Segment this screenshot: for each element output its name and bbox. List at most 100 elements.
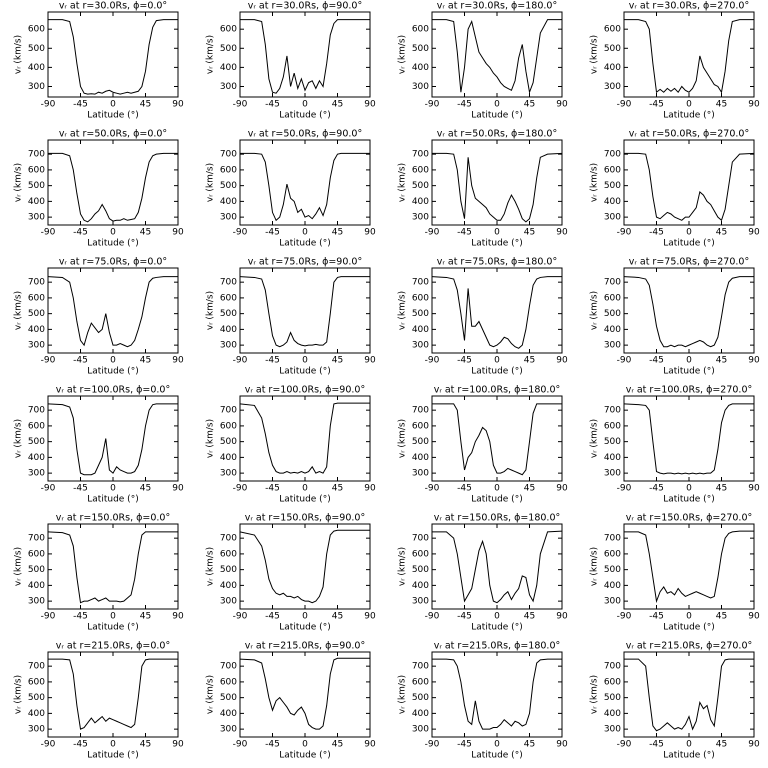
y-tick-label: 300: [604, 82, 621, 92]
y-tick-label: 500: [412, 181, 429, 191]
x-tick-label: 90: [556, 100, 568, 110]
plot-frame: [431, 11, 563, 98]
x-tick-label: 90: [556, 484, 568, 494]
panel-title: vᵣ at r=30.0Rs, ϕ=180.0°: [437, 1, 557, 12]
y-axis-label: vᵣ (km/s): [398, 163, 408, 202]
y-tick-label: 600: [220, 25, 237, 35]
data-line: [432, 152, 563, 223]
y-tick-label: 500: [604, 693, 621, 703]
panel: vᵣ at r=50.0Rs, ϕ=0.0° -90 -45 0 45 90 300 400 5…: [14, 129, 184, 249]
y-tick-label: 700: [28, 662, 45, 672]
x-axis-label: Latitude (°): [279, 111, 330, 121]
panel-title: vᵣ at r=150.0Rs, ϕ=180.0°: [434, 513, 561, 524]
x-tick-label: 90: [364, 228, 376, 238]
panel-title: vᵣ at r=150.0Rs, ϕ=270.0°: [626, 513, 753, 524]
x-tick-label: 90: [364, 612, 376, 622]
data-line: [432, 19, 562, 95]
plot-frame: [431, 395, 563, 482]
x-tick-label: 45: [140, 100, 151, 110]
panel: vᵣ at r=50.0Rs, ϕ=90.0° -90 -45 0 45 90 300 400…: [206, 129, 376, 249]
x-tick-label: -45: [73, 100, 88, 110]
y-tick-label: 600: [28, 25, 45, 35]
x-axis-label: Latitude (°): [87, 495, 138, 505]
panel-title: vᵣ at r=100.0Rs, ϕ=90.0°: [245, 385, 365, 396]
x-tick-label: -45: [73, 484, 88, 494]
data-line: [432, 658, 562, 730]
y-tick-label: 300: [220, 213, 237, 223]
x-tick-label: 90: [748, 100, 760, 110]
y-tick-label: 600: [604, 421, 621, 431]
x-tick-label: 0: [494, 228, 500, 238]
y-tick-label: 500: [412, 437, 429, 447]
x-tick-label: 90: [172, 228, 184, 238]
y-axis-label: vᵣ (km/s): [590, 163, 600, 202]
x-tick-label: -90: [425, 740, 440, 750]
panel: vᵣ at r=75.0Rs, ϕ=270.0° -90 -45 0 45 90 300 40…: [590, 257, 760, 377]
panel-title: vᵣ at r=75.0Rs, ϕ=270.0°: [629, 257, 749, 268]
x-tick-label: 45: [524, 100, 535, 110]
y-axis-label: vᵣ (km/s): [206, 163, 216, 202]
data-line: [239, 276, 370, 348]
y-tick-label: 400: [604, 325, 621, 335]
x-tick-label: 0: [110, 740, 116, 750]
panel: vᵣ at r=100.0Rs, ϕ=270.0° -90 -45 0 45 90 300 4…: [590, 385, 760, 505]
plot-frame: [431, 139, 563, 226]
panel-title: vᵣ at r=30.0Rs, ϕ=0.0°: [59, 1, 167, 12]
panel-title: vᵣ at r=100.0Rs, ϕ=0.0°: [56, 385, 170, 396]
plot-frame: [47, 395, 179, 482]
panel-title: vᵣ at r=50.0Rs, ϕ=180.0°: [437, 129, 557, 140]
x-tick-label: -90: [41, 356, 56, 366]
y-tick-label: 300: [28, 213, 45, 223]
y-tick-label: 600: [220, 421, 237, 431]
x-tick-label: 0: [686, 356, 692, 366]
x-tick-label: -90: [617, 740, 632, 750]
y-axis-label: vᵣ (km/s): [14, 35, 24, 74]
y-tick-label: 700: [220, 406, 237, 416]
y-tick-label: 700: [28, 406, 45, 416]
x-tick-label: 90: [748, 740, 760, 750]
y-tick-label: 300: [412, 341, 429, 351]
x-tick-label: -45: [265, 228, 280, 238]
x-tick-label: 0: [302, 228, 308, 238]
data-line: [240, 152, 370, 222]
y-tick-label: 600: [604, 293, 621, 303]
x-axis-label: Latitude (°): [279, 495, 330, 505]
x-tick-label: 0: [110, 100, 116, 110]
x-tick-label: 45: [716, 612, 727, 622]
y-tick-label: 300: [604, 341, 621, 351]
y-tick-label: 400: [412, 197, 429, 207]
y-tick-label: 400: [412, 581, 429, 591]
x-tick-label: -45: [457, 228, 472, 238]
panel: vᵣ at r=30.0Rs, ϕ=90.0° -90 -45 0 45 90 300 400…: [206, 1, 376, 121]
data-line: [624, 530, 754, 604]
y-tick-label: 700: [28, 278, 45, 288]
y-axis-label: vᵣ (km/s): [206, 547, 216, 586]
x-tick-label: 0: [686, 484, 692, 494]
panel-title: vᵣ at r=50.0Rs, ϕ=270.0°: [629, 129, 749, 140]
y-axis-label: vᵣ (km/s): [590, 291, 600, 330]
x-tick-label: 45: [332, 356, 343, 366]
x-tick-label: 90: [364, 356, 376, 366]
y-tick-label: 300: [28, 82, 45, 92]
plot-frame: [623, 651, 755, 738]
x-tick-label: 0: [110, 356, 116, 366]
panel-title: vᵣ at r=30.0Rs, ϕ=90.0°: [248, 1, 362, 12]
x-tick-label: 0: [686, 228, 692, 238]
data-line: [47, 531, 178, 604]
panel-title: vᵣ at r=150.0Rs, ϕ=90.0°: [245, 513, 365, 524]
y-tick-label: 400: [412, 709, 429, 719]
x-tick-label: 45: [524, 612, 535, 622]
x-tick-label: 0: [494, 356, 500, 366]
y-axis-label: vᵣ (km/s): [398, 291, 408, 330]
x-tick-label: 45: [332, 228, 343, 238]
data-line: [48, 658, 178, 730]
y-tick-label: 400: [28, 453, 45, 463]
y-tick-label: 600: [412, 549, 429, 559]
y-tick-label: 500: [28, 309, 45, 319]
y-tick-label: 500: [412, 693, 429, 703]
y-tick-label: 300: [604, 469, 621, 479]
plot-frame: [623, 523, 755, 610]
y-tick-label: 500: [220, 309, 237, 319]
y-tick-label: 500: [220, 693, 237, 703]
